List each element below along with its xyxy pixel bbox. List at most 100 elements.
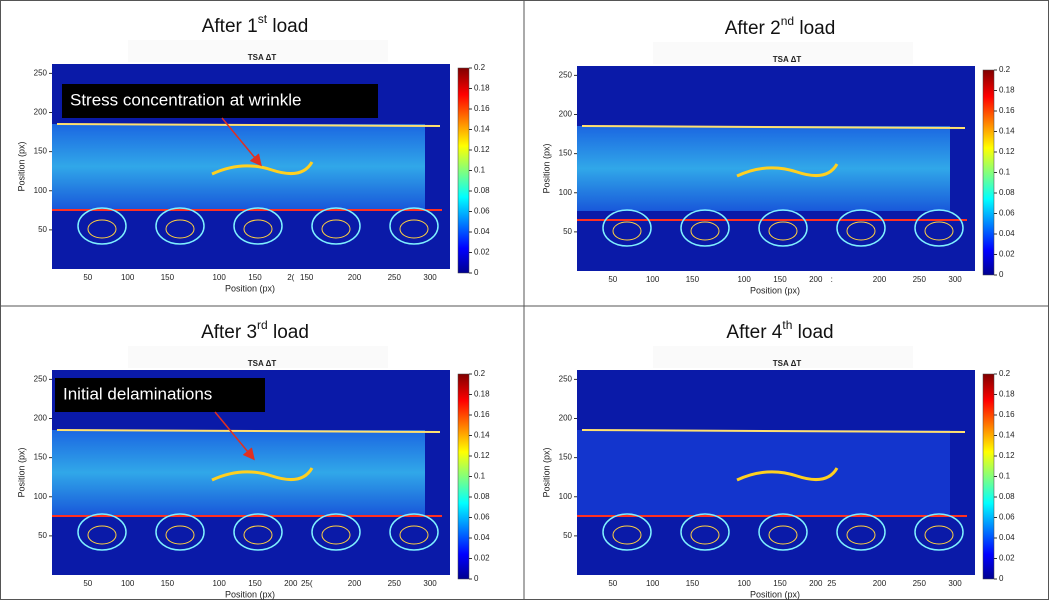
y-tick-label: 200	[34, 414, 48, 423]
feature	[155, 207, 205, 245]
y-tick-label: 150	[34, 453, 48, 462]
panel-title: After 2nd load	[725, 14, 836, 39]
y-label: Position (px)	[541, 143, 551, 193]
colorbar-tick-label: 0	[999, 574, 1004, 583]
title-text: load	[268, 322, 309, 343]
title-text: After 3	[201, 322, 257, 343]
colorbar-tick-label: 0.2	[999, 369, 1011, 378]
annotation-box	[62, 84, 378, 118]
y-tick-label: 250	[34, 374, 48, 383]
x-tick-label: 100	[212, 579, 226, 588]
colorbar-tick-label: 0	[999, 270, 1004, 279]
colorbar-tick-label: 0.06	[999, 513, 1015, 522]
annotation-box	[55, 378, 265, 412]
panel-title: After 3rd load	[201, 318, 309, 343]
feature	[612, 221, 642, 241]
colorbar-tick-label: 0.04	[474, 533, 490, 542]
y-tick-label: 100	[34, 492, 48, 501]
hotspot	[736, 467, 839, 482]
feature	[602, 209, 652, 247]
feature	[836, 209, 886, 247]
colorbar-tick-label: 0.18	[474, 390, 490, 399]
colorbar	[457, 373, 470, 580]
image-title: TSA ΔT	[248, 359, 277, 368]
x-tick-label: 150	[300, 273, 314, 282]
panel: After 2nd load TSA ΔT 50 100 150 200 250 Positi…	[541, 14, 1015, 295]
colorbar-tick-label: 0.02	[999, 250, 1015, 259]
x-tick-label: 200	[809, 275, 823, 284]
x-label: Position (px)	[225, 283, 275, 293]
colorbar-tick-label: 0.14	[474, 125, 490, 134]
hotspot	[211, 467, 314, 482]
x-tick-label: 50	[608, 275, 617, 284]
feature	[758, 209, 808, 247]
x-tick-label: 100	[737, 275, 751, 284]
feature	[914, 513, 964, 551]
x-tick-label: 250	[388, 579, 402, 588]
colorbar-tick-label: 0.14	[999, 431, 1015, 440]
colorbar-tick-label: 0.18	[474, 84, 490, 93]
colorbar-tick-label: 0	[474, 268, 479, 277]
x-tick-label: 300	[423, 579, 437, 588]
feature	[87, 525, 117, 545]
colorbar-tick-label: 0.08	[474, 186, 490, 195]
image-header	[128, 346, 388, 368]
y-tick-label: 100	[559, 188, 573, 197]
x-label: Position (px)	[750, 589, 800, 599]
colorbar	[982, 373, 995, 580]
feature	[690, 525, 720, 545]
colorbar-tick-label: 0.16	[999, 106, 1015, 115]
feature	[836, 513, 886, 551]
annotation-arrow	[214, 411, 255, 461]
colorbar-tick-label: 0.12	[474, 145, 490, 154]
x-tick-label: 100	[212, 273, 226, 282]
feature	[846, 221, 876, 241]
feature	[311, 207, 361, 245]
x-tick-label: 100	[121, 579, 135, 588]
colorbar-tick-label: 0.1	[474, 166, 486, 175]
y-label: Position (px)	[16, 447, 26, 497]
y-tick-label: 50	[563, 531, 572, 540]
feature	[612, 525, 642, 545]
y-tick-label: 50	[563, 227, 572, 236]
x-tick-label: 150	[773, 579, 787, 588]
colorbar-tick-label: 0.14	[999, 127, 1015, 136]
x-tick-label: 150	[773, 275, 787, 284]
feature	[389, 513, 439, 551]
colorbar	[982, 69, 995, 276]
title-text: After 1	[202, 16, 258, 37]
feature	[321, 525, 351, 545]
title-sup: th	[782, 318, 792, 332]
title-sup: st	[258, 12, 268, 26]
colorbar-tick-label: 0.18	[999, 86, 1015, 95]
x-label: Position (px)	[225, 589, 275, 599]
title-text: After 2	[725, 18, 781, 39]
colorbar-tick-label: 0.06	[474, 207, 490, 216]
x-tick-label: 200	[348, 579, 362, 588]
x-tick-label: 200	[873, 579, 887, 588]
y-tick-label: 100	[559, 492, 573, 501]
feature	[243, 219, 273, 239]
feature	[233, 513, 283, 551]
hotspot	[736, 163, 839, 178]
x-label: Position (px)	[750, 285, 800, 295]
colorbar-tick-label: 0	[474, 574, 479, 583]
colorbar-tick-label: 0.08	[474, 492, 490, 501]
colorbar-tick-label: 0.2	[999, 65, 1011, 74]
colorbar-tick-label: 0.1	[999, 168, 1011, 177]
colorbar-tick-label: 0.08	[999, 188, 1015, 197]
panel-title: After 1st load	[202, 12, 309, 37]
x-tick-label: 100	[737, 579, 751, 588]
feature	[321, 219, 351, 239]
y-tick-label: 100	[34, 186, 48, 195]
x-tick-label: 25(	[301, 579, 313, 588]
title-text: load	[794, 18, 835, 39]
title-sup: rd	[257, 318, 268, 332]
y-tick-label: 250	[34, 68, 48, 77]
image-header	[128, 40, 388, 62]
y-tick-label: 150	[34, 147, 48, 156]
feature	[87, 219, 117, 239]
annotation: Initial delaminations	[63, 384, 212, 403]
feature	[690, 221, 720, 241]
image-title: TSA ΔT	[773, 359, 802, 368]
